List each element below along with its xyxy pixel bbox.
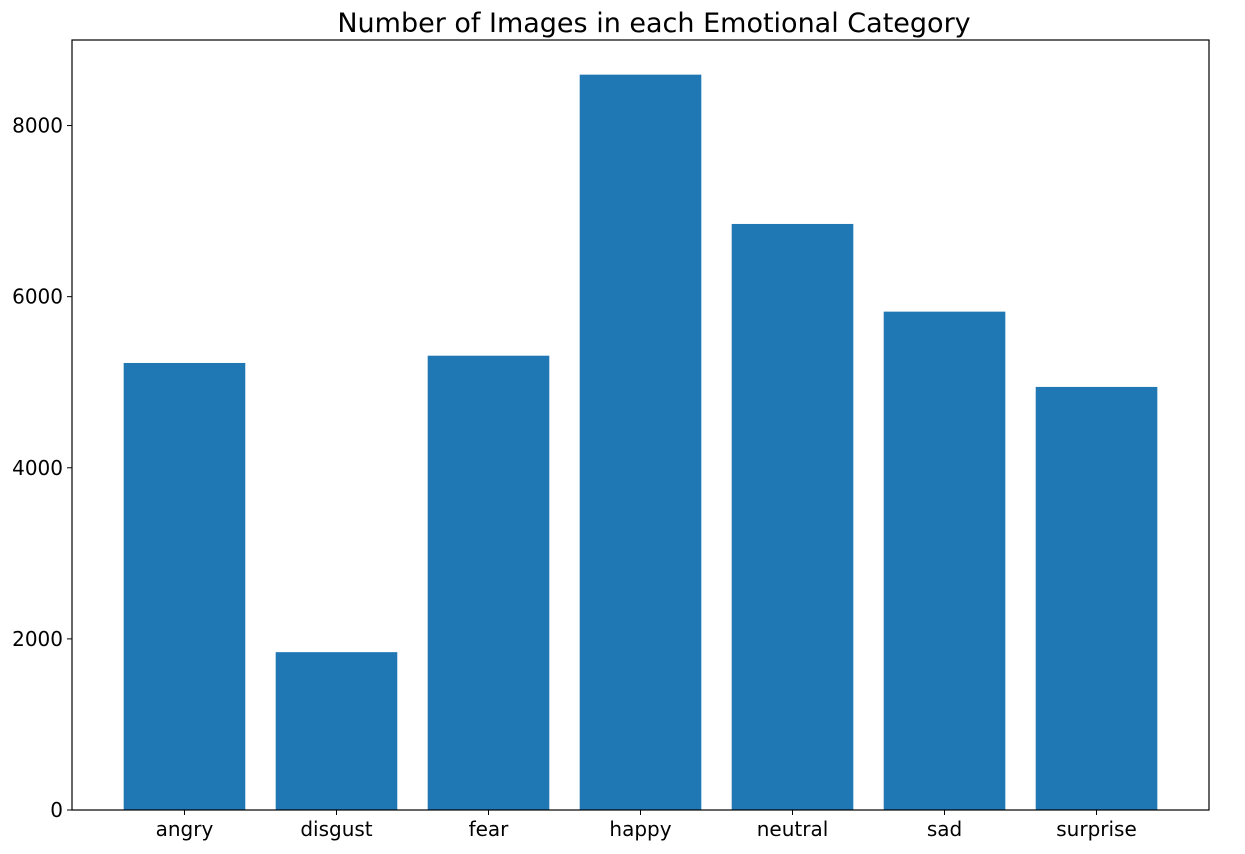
x-tick-label: sad [927, 817, 962, 841]
bar-disgust [275, 652, 398, 810]
y-tick-label: 2000 [12, 627, 63, 651]
y-tick-label: 6000 [12, 285, 63, 309]
x-tick-label: happy [609, 817, 671, 841]
y-tick-label: 8000 [12, 114, 63, 138]
x-tick-label: surprise [1056, 817, 1137, 841]
chart-title: Number of Images in each Emotional Categ… [337, 8, 970, 39]
bar-happy [579, 74, 702, 810]
y-axis: 0 2000 4000 6000 8000 [12, 114, 72, 822]
x-tick-label: fear [469, 817, 510, 841]
plot-frame [71, 39, 1210, 811]
x-tick-label: angry [156, 817, 214, 841]
x-axis: angry disgust fear happy neutral sad surprise [156, 810, 1137, 841]
x-tick-label: disgust [300, 817, 372, 841]
bar-sad [883, 311, 1006, 810]
bar-angry [123, 362, 246, 810]
bar-neutral [731, 223, 854, 810]
bar-fear [427, 355, 550, 810]
bar-surprise [1035, 386, 1158, 810]
x-tick-label: neutral [757, 817, 829, 841]
y-tick-label: 4000 [12, 456, 63, 480]
y-tick-label: 0 [50, 798, 63, 822]
bars-layer [123, 74, 1158, 810]
